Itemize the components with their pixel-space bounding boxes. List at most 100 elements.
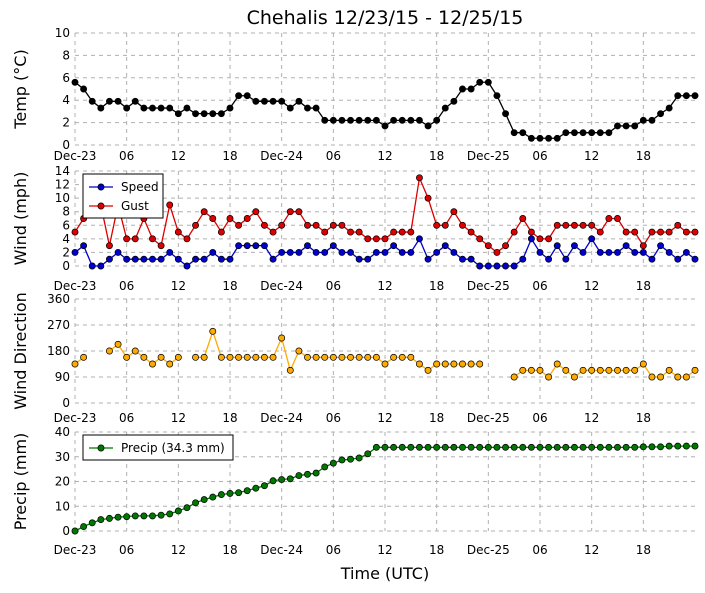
data-point [545, 443, 553, 451]
data-point [433, 248, 441, 256]
data-point [450, 360, 458, 368]
data-point [562, 129, 570, 137]
data-point [467, 228, 475, 236]
data-point [329, 242, 337, 250]
data-point [674, 255, 682, 263]
data-point [536, 443, 544, 451]
data-point [415, 116, 423, 124]
data-point [321, 463, 329, 471]
data-point [105, 97, 113, 105]
data-point [407, 443, 415, 451]
data-point [114, 248, 122, 256]
x-tick-label: 12 [377, 149, 392, 163]
data-point [510, 373, 518, 381]
data-point [183, 235, 191, 243]
data-point [691, 92, 699, 100]
data-point [131, 235, 139, 243]
data-point [415, 174, 423, 182]
x-tick-label: Dec-25 [467, 279, 510, 293]
x-tick-label: Dec-25 [467, 149, 510, 163]
data-point [467, 255, 475, 263]
data-point [243, 242, 251, 250]
data-point [243, 353, 251, 361]
data-point [209, 248, 217, 256]
data-point [519, 129, 527, 137]
data-point [131, 512, 139, 520]
legend-marker [97, 202, 105, 210]
data-point [88, 262, 96, 270]
data-point [562, 366, 570, 374]
data-point [476, 262, 484, 270]
data-point [562, 221, 570, 229]
x-tick-label: 18 [636, 411, 651, 425]
data-point [459, 443, 466, 451]
data-point [105, 255, 113, 263]
data-point [553, 443, 561, 451]
data-point [657, 110, 665, 118]
x-tick-label: 12 [377, 279, 392, 293]
data-point [648, 373, 656, 381]
data-point [622, 228, 630, 236]
data-point [579, 248, 587, 256]
x-tick-label: 12 [171, 149, 186, 163]
x-tick-label: 18 [222, 279, 237, 293]
y-tick-label: 10 [55, 191, 70, 205]
data-point [260, 353, 268, 361]
series-precip-0 [71, 442, 699, 535]
data-point [278, 97, 286, 105]
data-point [614, 443, 621, 451]
x-tick-label: Dec-24 [260, 279, 303, 293]
data-point [605, 443, 613, 451]
data-point [329, 353, 337, 361]
data-point [166, 360, 174, 368]
data-point [553, 360, 561, 368]
data-point [364, 116, 372, 124]
data-point [459, 255, 466, 263]
y-tick-label: 0 [62, 396, 70, 410]
data-point [536, 134, 544, 142]
x-tick-label: 06 [326, 411, 341, 425]
x-tick-label: 06 [326, 149, 341, 163]
y-axis-label-direction: Wind Direction [11, 292, 30, 410]
legend-label: Gust [121, 199, 149, 213]
data-point [312, 104, 320, 112]
x-tick-label: 06 [532, 543, 547, 557]
data-point [527, 228, 535, 236]
data-point [269, 97, 277, 105]
data-point [260, 242, 268, 250]
y-tick-label: 90 [55, 370, 70, 384]
data-point [674, 92, 682, 100]
data-point [260, 97, 268, 105]
data-point [510, 129, 518, 137]
data-point [71, 360, 79, 368]
data-point [502, 443, 510, 451]
data-point [682, 442, 690, 450]
data-point [639, 242, 647, 250]
data-point [450, 248, 458, 256]
data-point [329, 116, 337, 124]
data-point [80, 85, 88, 93]
data-point [665, 366, 673, 374]
data-point [390, 116, 398, 124]
data-point [579, 221, 587, 229]
data-point [631, 228, 639, 236]
legend-marker [97, 183, 105, 191]
x-tick-label: 12 [377, 411, 392, 425]
data-point [424, 255, 432, 263]
data-point [467, 443, 475, 451]
data-point [502, 262, 510, 270]
data-point [260, 221, 268, 229]
x-tick-label: Dec-23 [54, 411, 97, 425]
y-tick-label: 12 [55, 178, 70, 192]
data-point [639, 360, 647, 368]
data-point [321, 248, 329, 256]
data-point [441, 443, 449, 451]
data-point [648, 443, 656, 451]
data-point [657, 242, 665, 250]
data-point [217, 353, 225, 361]
data-point [149, 255, 156, 263]
data-point [545, 235, 553, 243]
data-point [235, 221, 243, 229]
x-tick-label: 18 [222, 543, 237, 557]
data-point [260, 482, 268, 490]
